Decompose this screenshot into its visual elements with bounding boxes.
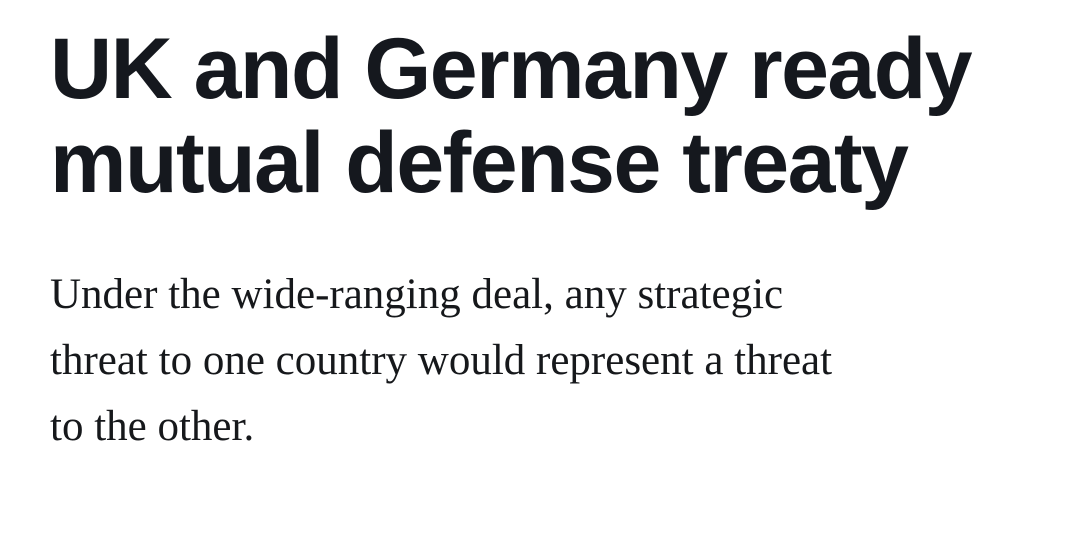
headline-line-1: UK and Germany ready xyxy=(50,21,973,117)
deck-line-2: threat to one country would represent a … xyxy=(50,337,833,384)
article-deck: Under the wide-ranging deal, any strateg… xyxy=(50,262,1040,460)
deck-line-3: to the other. xyxy=(50,403,255,450)
deck-line-1: Under the wide-ranging deal, any strateg… xyxy=(50,271,784,318)
article-headline: UK and Germany ready mutual defense trea… xyxy=(50,22,1040,210)
headline-line-2: mutual defense treaty xyxy=(50,115,909,211)
